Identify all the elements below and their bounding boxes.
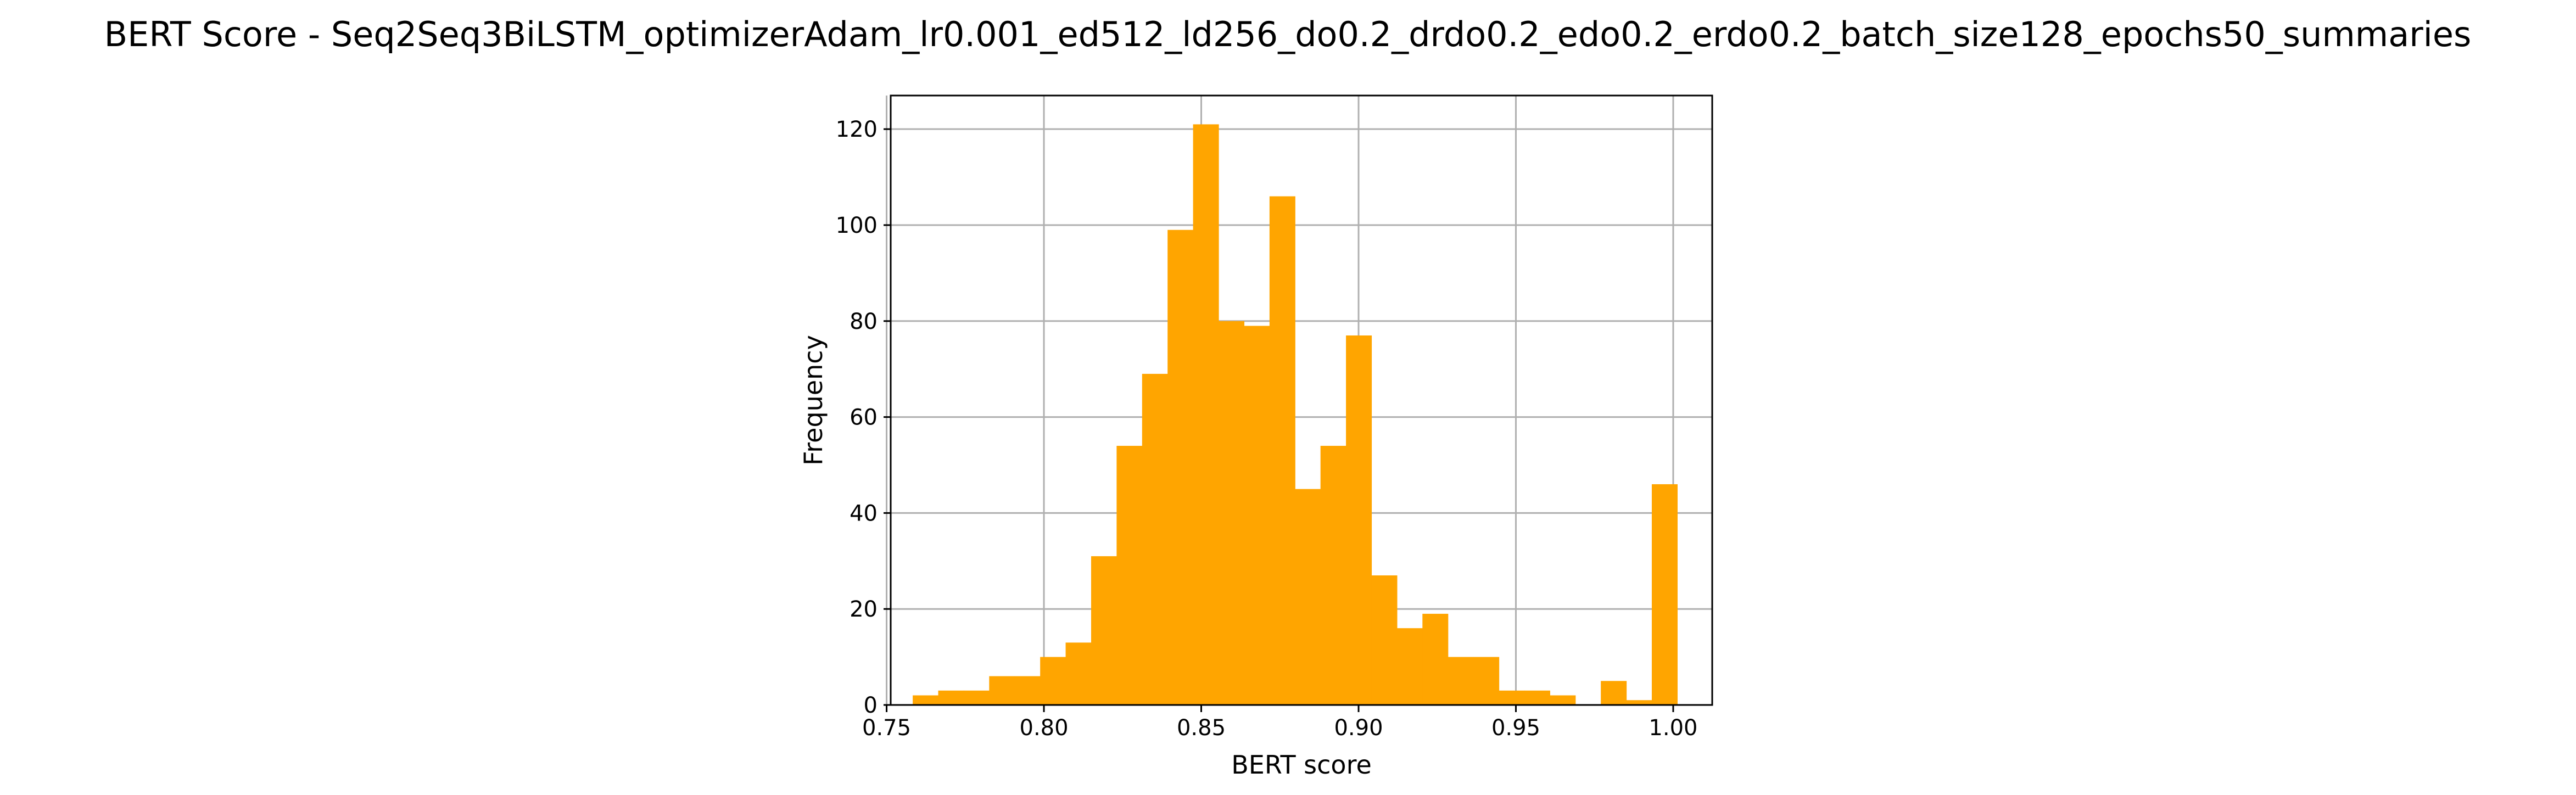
histogram-bar [1142,373,1168,705]
chart-title: BERT Score - Seq2Seq3BiLSTM_optimizerAda… [104,14,2472,54]
x-tick-label: 1.00 [1649,715,1697,741]
histogram-bar [1040,657,1066,705]
y-tick-label: 120 [836,117,878,142]
ticks: 0.75 0.80 0.85 0.90 0.95 1.00 0 20 40 60 80 100 120 [836,117,1698,741]
x-axis-label: BERT score [1231,750,1372,780]
histogram-bar [1524,690,1550,705]
y-tick-label: 80 [850,309,878,334]
y-tick-label: 20 [850,597,878,622]
histogram-bar [1396,628,1423,705]
y-tick-label: 100 [836,213,878,238]
histogram-bar [1014,676,1041,705]
histogram-bar [1601,681,1627,705]
x-tick-label: 0.90 [1334,715,1383,741]
x-tick-label: 0.80 [1020,715,1069,741]
histogram-bar [1065,642,1092,705]
histogram-bar [913,695,939,705]
y-tick-label: 40 [850,501,878,526]
plot-frame [890,94,1713,706]
histogram-bar [1550,695,1576,705]
histogram-bar [1269,196,1295,705]
bars [913,124,1678,706]
histogram-bar [1219,321,1245,705]
histogram-bar [989,676,1015,705]
histogram-bar [1295,489,1321,705]
histogram-bar [963,690,990,705]
histogram-bar [938,690,964,705]
histogram-bar [1626,700,1652,705]
histogram-bar [1473,657,1500,705]
x-tick-label: 0.95 [1491,715,1540,741]
y-axis-label: Frequency [798,335,828,466]
histogram-bar [1193,124,1219,706]
histogram-bar [1371,575,1398,705]
histogram-bar [1448,657,1474,705]
histogram-bar [1346,335,1372,705]
histogram-bar [1167,229,1194,706]
y-tick-label: 60 [850,405,878,430]
histogram-bar [1422,613,1449,705]
x-tick-label: 0.85 [1177,715,1226,741]
histogram-bar [1651,484,1678,705]
histogram-bar [1320,446,1346,705]
histogram-bar [1091,556,1117,705]
histogram-bar [1116,446,1143,705]
y-tick-label: 0 [864,693,878,718]
x-tick-label: 0.75 [862,715,911,741]
histogram-bar [1244,326,1270,705]
histogram-bar [1499,690,1525,705]
